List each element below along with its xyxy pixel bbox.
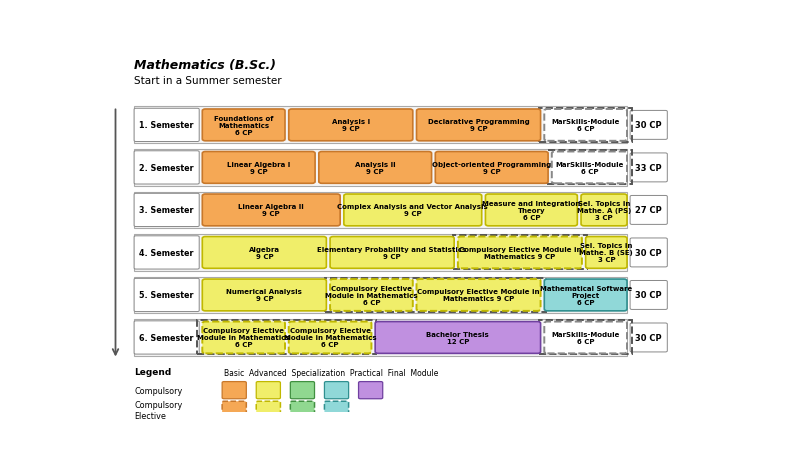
FancyBboxPatch shape — [202, 237, 326, 269]
FancyBboxPatch shape — [134, 321, 199, 354]
Text: Foundations of
Mathematics
6 CP: Foundations of Mathematics 6 CP — [214, 116, 274, 136]
Text: 30 CP: 30 CP — [635, 333, 662, 342]
Bar — [325, 278, 546, 312]
FancyBboxPatch shape — [134, 194, 199, 227]
FancyBboxPatch shape — [330, 237, 454, 269]
Text: Linear Algebra I
9 CP: Linear Algebra I 9 CP — [227, 162, 290, 175]
FancyBboxPatch shape — [202, 280, 326, 311]
FancyBboxPatch shape — [325, 401, 349, 419]
FancyBboxPatch shape — [581, 194, 627, 226]
Bar — [134, 319, 627, 356]
Bar — [134, 277, 627, 313]
Text: 27 CP: 27 CP — [635, 206, 662, 215]
Text: Analysis II
9 CP: Analysis II 9 CP — [355, 162, 395, 175]
FancyBboxPatch shape — [630, 238, 667, 267]
Text: Algebra
9 CP: Algebra 9 CP — [249, 246, 280, 259]
Text: Declarative Programming
9 CP: Declarative Programming 9 CP — [428, 119, 530, 132]
Text: Elementary Probability and Statistics
9 CP: Elementary Probability and Statistics 9 … — [318, 246, 466, 259]
FancyBboxPatch shape — [458, 237, 582, 269]
Text: Analysis I
9 CP: Analysis I 9 CP — [332, 119, 370, 132]
Text: 4. Semester: 4. Semester — [139, 248, 194, 257]
FancyBboxPatch shape — [134, 279, 199, 312]
FancyBboxPatch shape — [290, 401, 314, 419]
Bar — [539, 109, 632, 143]
FancyBboxPatch shape — [544, 110, 627, 142]
FancyBboxPatch shape — [134, 109, 199, 142]
FancyBboxPatch shape — [256, 401, 281, 419]
FancyBboxPatch shape — [289, 322, 371, 354]
Text: Legend: Legend — [134, 368, 171, 376]
FancyBboxPatch shape — [202, 322, 285, 354]
Text: Compulsory Elective
Module in Mathematics
6 CP: Compulsory Elective Module in Mathematic… — [198, 328, 290, 348]
Bar — [198, 321, 376, 355]
Bar — [539, 321, 632, 355]
Text: Complex Analysis and Vector Analysis
9 CP: Complex Analysis and Vector Analysis 9 C… — [338, 204, 488, 217]
Text: Sel. Topics in
Mathe. B (SE)
3 CP: Sel. Topics in Mathe. B (SE) 3 CP — [579, 243, 633, 263]
FancyBboxPatch shape — [630, 323, 667, 352]
Text: 2. Semester: 2. Semester — [139, 163, 194, 173]
FancyBboxPatch shape — [290, 382, 314, 399]
Text: Bachelor Thesis
12 CP: Bachelor Thesis 12 CP — [426, 331, 490, 344]
Text: 30 CP: 30 CP — [635, 121, 662, 130]
FancyBboxPatch shape — [544, 280, 627, 311]
Text: 1. Semester: 1. Semester — [139, 121, 194, 130]
Bar — [134, 107, 627, 144]
Text: Compulsory Elective
Module in Mathematics
6 CP: Compulsory Elective Module in Mathematic… — [284, 328, 376, 348]
Text: Compulsory: Compulsory — [134, 386, 182, 395]
FancyBboxPatch shape — [289, 110, 413, 142]
Text: 3. Semester: 3. Semester — [139, 206, 194, 215]
Text: Sel. Topics in
Mathe. A (PS)
3 CP: Sel. Topics in Mathe. A (PS) 3 CP — [577, 200, 631, 220]
FancyBboxPatch shape — [552, 152, 627, 184]
FancyBboxPatch shape — [630, 196, 667, 225]
FancyBboxPatch shape — [319, 152, 431, 184]
Text: 33 CP: 33 CP — [635, 163, 662, 173]
Bar — [134, 150, 627, 187]
FancyBboxPatch shape — [222, 382, 246, 399]
FancyBboxPatch shape — [486, 194, 578, 226]
Text: Basic  Advanced  Specialization  Practical  Final  Module: Basic Advanced Specialization Practical … — [224, 369, 438, 377]
Text: Mathematics (B.Sc.): Mathematics (B.Sc.) — [134, 59, 276, 72]
Text: Compulsory
Elective: Compulsory Elective — [134, 400, 182, 419]
FancyBboxPatch shape — [330, 280, 413, 311]
Text: Mathematical Software
Project
6 CP: Mathematical Software Project 6 CP — [539, 285, 632, 305]
Text: MarSkills-Module
6 CP: MarSkills-Module 6 CP — [555, 162, 623, 175]
FancyBboxPatch shape — [202, 194, 340, 226]
Text: Compulsory Elective Module in
Mathematics 9 CP: Compulsory Elective Module in Mathematic… — [458, 246, 581, 259]
Text: 30 CP: 30 CP — [635, 248, 662, 257]
FancyBboxPatch shape — [417, 110, 541, 142]
Text: Start in a Summer semester: Start in a Summer semester — [134, 76, 282, 86]
FancyBboxPatch shape — [325, 382, 349, 399]
Bar — [134, 192, 627, 229]
Text: Compulsory Elective
Module in Mathematics
6 CP: Compulsory Elective Module in Mathematic… — [325, 285, 418, 305]
Text: Compulsory Elective Module in
Mathematics 9 CP: Compulsory Elective Module in Mathematic… — [418, 289, 540, 302]
Text: Linear Algebra II
9 CP: Linear Algebra II 9 CP — [238, 204, 304, 217]
FancyBboxPatch shape — [586, 237, 627, 269]
FancyBboxPatch shape — [202, 110, 285, 142]
Text: Numerical Analysis
9 CP: Numerical Analysis 9 CP — [226, 289, 302, 302]
FancyBboxPatch shape — [256, 382, 281, 399]
FancyBboxPatch shape — [544, 322, 627, 354]
Text: MarSkills-Module
6 CP: MarSkills-Module 6 CP — [551, 119, 620, 132]
Bar — [547, 151, 632, 185]
FancyBboxPatch shape — [202, 152, 315, 184]
Text: Measure and Integration
Theory
6 CP: Measure and Integration Theory 6 CP — [482, 200, 581, 220]
Bar — [134, 235, 627, 271]
Text: 30 CP: 30 CP — [635, 291, 662, 300]
FancyBboxPatch shape — [358, 382, 382, 399]
FancyBboxPatch shape — [630, 154, 667, 182]
Text: 5. Semester: 5. Semester — [139, 291, 194, 300]
FancyBboxPatch shape — [134, 151, 199, 185]
FancyBboxPatch shape — [134, 236, 199, 269]
FancyBboxPatch shape — [344, 194, 482, 226]
Bar — [453, 236, 587, 270]
FancyBboxPatch shape — [375, 322, 541, 354]
FancyBboxPatch shape — [222, 401, 246, 419]
Text: Object-oriented Programming
9 CP: Object-oriented Programming 9 CP — [432, 162, 551, 175]
Text: MarSkills-Module
6 CP: MarSkills-Module 6 CP — [551, 331, 620, 344]
FancyBboxPatch shape — [435, 152, 548, 184]
FancyBboxPatch shape — [630, 281, 667, 310]
FancyBboxPatch shape — [417, 280, 541, 311]
Text: 6. Semester: 6. Semester — [139, 333, 194, 342]
FancyBboxPatch shape — [630, 111, 667, 140]
